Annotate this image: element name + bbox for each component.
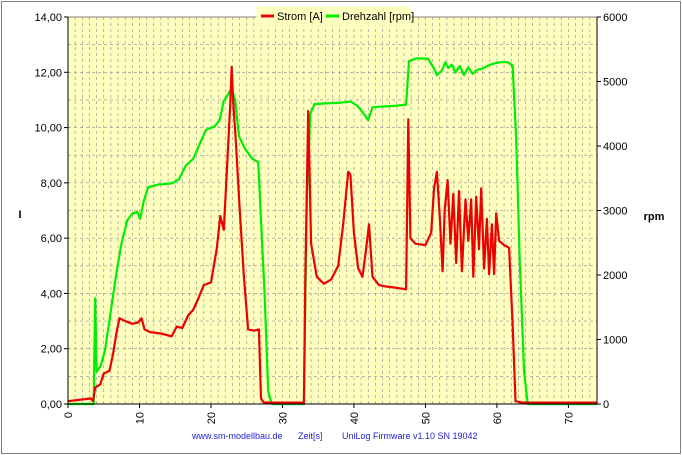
y-right-tick-label: 2000 — [603, 270, 627, 282]
y-right-axis-label: rpm — [644, 211, 665, 223]
footer-firmware: UniLog Firmware v1.10 SN 19042 — [342, 431, 478, 441]
y-left-tick-label: 14,00 — [34, 12, 62, 24]
legend-label-drehzahl: Drehzahl [rpm] — [342, 11, 414, 23]
x-axis-label: Zeit[s] — [298, 431, 323, 441]
y-right-tick-label: 4000 — [603, 141, 627, 153]
x-tick-label: 40 — [349, 412, 361, 424]
x-tick-label: 0 — [63, 412, 75, 418]
x-tick-label: 50 — [420, 412, 432, 424]
footer-website: www.sm-modellbau.de — [191, 431, 283, 441]
y-left-tick-label: 8,00 — [41, 178, 62, 190]
y-right-tick-label: 3000 — [603, 206, 627, 218]
series-line-strom — [67, 65, 597, 404]
x-tick-label: 70 — [563, 412, 575, 424]
axes: 0,00 2,00 4,00 6,00 8,00 10,00 12,00 14,00 0 1000… — [34, 12, 627, 424]
x-tick-label: 60 — [492, 412, 504, 424]
y-right-tick-label: 0 — [603, 399, 609, 411]
y-left-tick-label: 12,00 — [34, 67, 62, 79]
y-left-axis-label: I — [18, 209, 21, 221]
y-right-tick-label: 1000 — [603, 335, 627, 347]
series-layer — [67, 57, 597, 406]
y-right-tick-label: 5000 — [603, 77, 627, 89]
x-tick-label: 30 — [277, 412, 289, 424]
y-left-tick-label: 0,00 — [41, 399, 62, 411]
y-left-tick-label: 2,00 — [41, 344, 62, 356]
series-line-drehzahl — [68, 57, 597, 406]
legend: Strom [A] Drehzahl [rpm] — [256, 6, 414, 26]
legend-label-strom: Strom [A] — [277, 11, 323, 23]
x-tick-label: 20 — [206, 412, 218, 424]
y-left-tick-label: 6,00 — [41, 233, 62, 245]
y-left-tick-label: 10,00 — [34, 123, 62, 135]
y-right-tick-label: 6000 — [603, 12, 627, 24]
y-left-tick-label: 4,00 — [41, 288, 62, 300]
x-tick-label: 10 — [134, 412, 146, 424]
